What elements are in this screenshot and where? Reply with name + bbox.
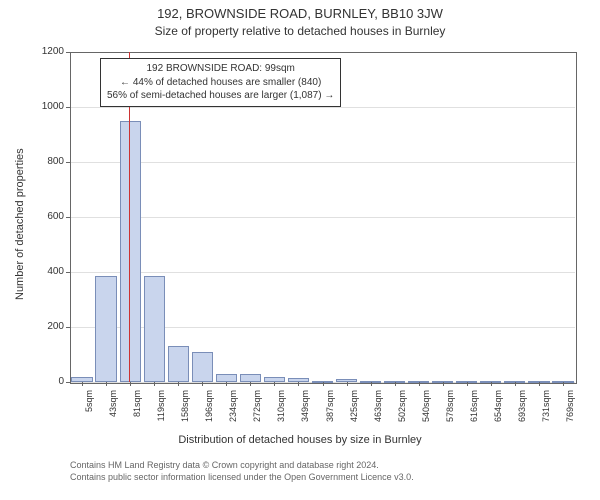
x-tick-label: 654sqm: [493, 390, 503, 430]
y-tick-label: 400: [30, 266, 64, 277]
chart-subtitle: Size of property relative to detached ho…: [0, 24, 600, 38]
y-tick-label: 200: [30, 321, 64, 332]
x-tick-label: 234sqm: [228, 390, 238, 430]
x-tick-label: 540sqm: [421, 390, 431, 430]
footer: Contains HM Land Registry data © Crown c…: [70, 460, 414, 483]
callout-box: 192 BROWNSIDE ROAD: 99sqm ← 44% of detac…: [100, 58, 341, 107]
y-tick-label: 1000: [30, 101, 64, 112]
callout-line-2: ← 44% of detached houses are smaller (84…: [107, 76, 334, 90]
chart-title: 192, BROWNSIDE ROAD, BURNLEY, BB10 3JW: [0, 6, 600, 21]
x-tick-label: 769sqm: [565, 390, 575, 430]
y-axis-label: Number of detached properties: [14, 148, 26, 300]
x-tick-label: 196sqm: [204, 390, 214, 430]
callout-line-3: 56% of semi-detached houses are larger (…: [107, 89, 334, 103]
x-tick-label: 43sqm: [108, 390, 118, 430]
x-tick-label: 310sqm: [276, 390, 286, 430]
x-tick-label: 731sqm: [541, 390, 551, 430]
x-tick-label: 349sqm: [300, 390, 310, 430]
x-tick-label: 81sqm: [132, 390, 142, 430]
x-tick-label: 502sqm: [397, 390, 407, 430]
x-tick-label: 578sqm: [445, 390, 455, 430]
x-tick-label: 158sqm: [180, 390, 190, 430]
callout-line-1: 192 BROWNSIDE ROAD: 99sqm: [107, 62, 334, 76]
x-tick-label: 387sqm: [325, 390, 335, 430]
x-tick-label: 463sqm: [373, 390, 383, 430]
x-tick-label: 693sqm: [517, 390, 527, 430]
x-axis-label: Distribution of detached houses by size …: [0, 434, 600, 446]
footer-line-2: Contains public sector information licen…: [70, 472, 414, 484]
x-tick-label: 425sqm: [349, 390, 359, 430]
x-tick-label: 616sqm: [469, 390, 479, 430]
chart-container: { "title": "192, BROWNSIDE ROAD, BURNLEY…: [0, 0, 600, 500]
x-tick-label: 119sqm: [156, 390, 166, 430]
x-tick-label: 272sqm: [252, 390, 262, 430]
footer-line-1: Contains HM Land Registry data © Crown c…: [70, 460, 414, 472]
y-tick-label: 800: [30, 156, 64, 167]
y-tick-label: 600: [30, 211, 64, 222]
x-tick-label: 5sqm: [84, 390, 94, 430]
y-tick-label: 1200: [30, 46, 64, 57]
y-tick-label: 0: [30, 376, 64, 387]
